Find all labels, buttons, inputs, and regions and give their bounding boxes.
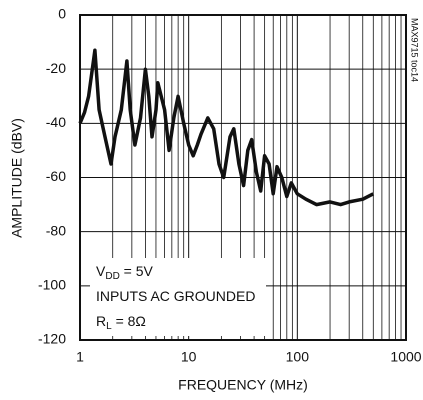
y-tick-label: -40: [46, 114, 66, 130]
y-tick-label: -60: [46, 168, 66, 184]
y-tick-label: -20: [46, 60, 66, 76]
plot-frame: [79, 14, 407, 341]
annotation-part: L: [106, 321, 112, 332]
annotation-part: DD: [105, 271, 119, 282]
annotation-background: [90, 258, 266, 336]
x-tick-label: 10: [181, 349, 197, 365]
annotation-part: = 5V: [120, 263, 154, 279]
data-line: [78, 48, 375, 207]
annotation-part: INPUTS AC GROUNDED: [96, 288, 255, 304]
annotations: VDD = 5V INPUTS AC GROUNDED RL = 8Ω: [90, 258, 266, 336]
plot: [78, 48, 375, 207]
y-axis-title: AMPLITUDE (dBV): [9, 118, 25, 238]
y-tick-label: 0: [58, 6, 66, 22]
x-tick-label: 100: [286, 349, 310, 365]
annotation-part: V: [96, 263, 106, 279]
side-label: MAX9715 toc14: [410, 18, 420, 82]
annotation-part: = 8Ω: [112, 313, 146, 329]
annotation: INPUTS AC GROUNDED: [96, 288, 255, 304]
x-tick-label: 1: [76, 349, 84, 365]
annotation: VDD = 5V: [96, 263, 154, 282]
y-tick-label: -100: [38, 277, 66, 293]
annotation-part: R: [96, 313, 106, 329]
y-tick-label: -120: [38, 331, 66, 347]
annotation: RL = 8Ω: [96, 313, 146, 332]
y-tick-label: -80: [46, 222, 66, 238]
x-tick-label: 1000: [390, 349, 421, 365]
x-axis-title: FREQUENCY (MHz): [178, 377, 308, 393]
